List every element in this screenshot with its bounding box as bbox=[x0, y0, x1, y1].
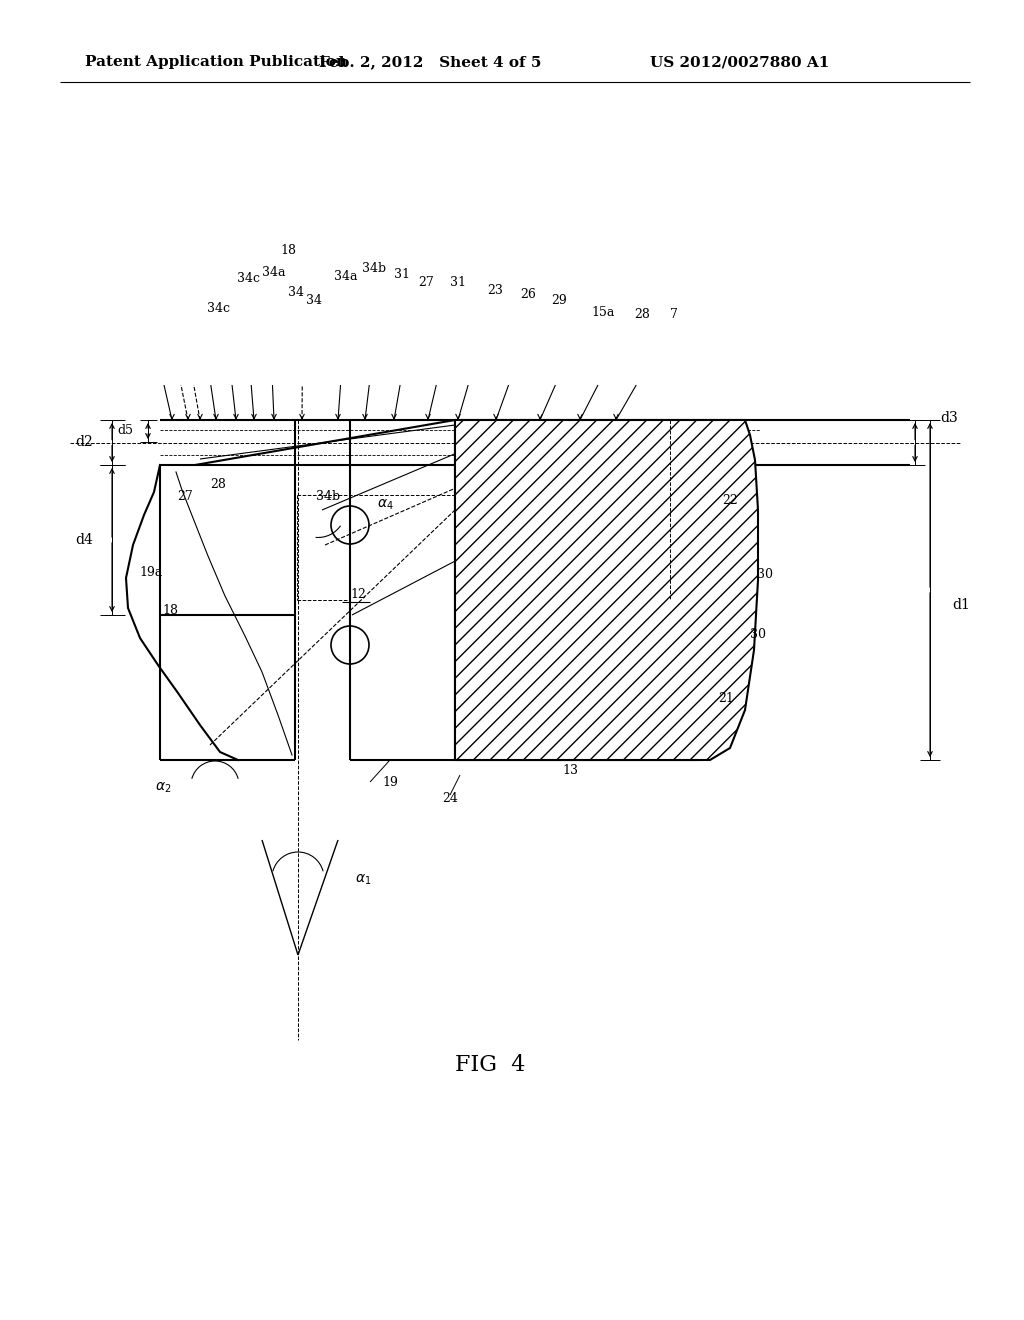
Text: 19: 19 bbox=[382, 776, 398, 788]
Text: 19a: 19a bbox=[139, 565, 163, 578]
Text: 31: 31 bbox=[450, 276, 466, 289]
Text: FIG  4: FIG 4 bbox=[455, 1053, 525, 1076]
Text: US 2012/0027880 A1: US 2012/0027880 A1 bbox=[650, 55, 829, 69]
Text: 12: 12 bbox=[350, 589, 366, 602]
Text: 34: 34 bbox=[306, 293, 322, 306]
Text: 28: 28 bbox=[210, 479, 226, 491]
Text: 15a: 15a bbox=[591, 305, 614, 318]
Text: 34c: 34c bbox=[207, 301, 229, 314]
Polygon shape bbox=[455, 420, 758, 760]
Text: 26: 26 bbox=[520, 289, 536, 301]
Text: $\alpha_2$: $\alpha_2$ bbox=[155, 781, 171, 795]
Text: $\alpha_1$: $\alpha_1$ bbox=[354, 873, 371, 887]
Text: 34a: 34a bbox=[262, 265, 286, 279]
Text: 23: 23 bbox=[487, 284, 503, 297]
Text: $\alpha_4$: $\alpha_4$ bbox=[377, 498, 393, 512]
Text: 34a: 34a bbox=[334, 269, 357, 282]
Text: 13: 13 bbox=[562, 763, 578, 776]
Text: 28: 28 bbox=[634, 309, 650, 322]
Text: d2: d2 bbox=[75, 436, 93, 450]
Text: 34: 34 bbox=[288, 285, 304, 298]
Text: 18: 18 bbox=[280, 243, 296, 256]
Text: 29: 29 bbox=[551, 293, 567, 306]
Text: d4: d4 bbox=[75, 533, 93, 546]
Text: 30: 30 bbox=[757, 569, 773, 582]
Text: 18: 18 bbox=[162, 603, 178, 616]
Text: 34b: 34b bbox=[361, 261, 386, 275]
Text: 27: 27 bbox=[418, 276, 434, 289]
Text: 7: 7 bbox=[670, 309, 678, 322]
Text: 22: 22 bbox=[722, 494, 737, 507]
Text: d1: d1 bbox=[952, 598, 970, 612]
Text: Feb. 2, 2012   Sheet 4 of 5: Feb. 2, 2012 Sheet 4 of 5 bbox=[318, 55, 542, 69]
Text: d5: d5 bbox=[117, 425, 133, 437]
Text: d3: d3 bbox=[940, 411, 957, 425]
Text: 24: 24 bbox=[442, 792, 458, 804]
Text: 27: 27 bbox=[177, 491, 193, 503]
Text: 34c: 34c bbox=[237, 272, 259, 285]
Text: 21: 21 bbox=[718, 692, 734, 705]
Text: Patent Application Publication: Patent Application Publication bbox=[85, 55, 347, 69]
Text: 34b: 34b bbox=[316, 491, 340, 503]
Text: 30: 30 bbox=[750, 628, 766, 642]
Text: 31: 31 bbox=[394, 268, 410, 281]
